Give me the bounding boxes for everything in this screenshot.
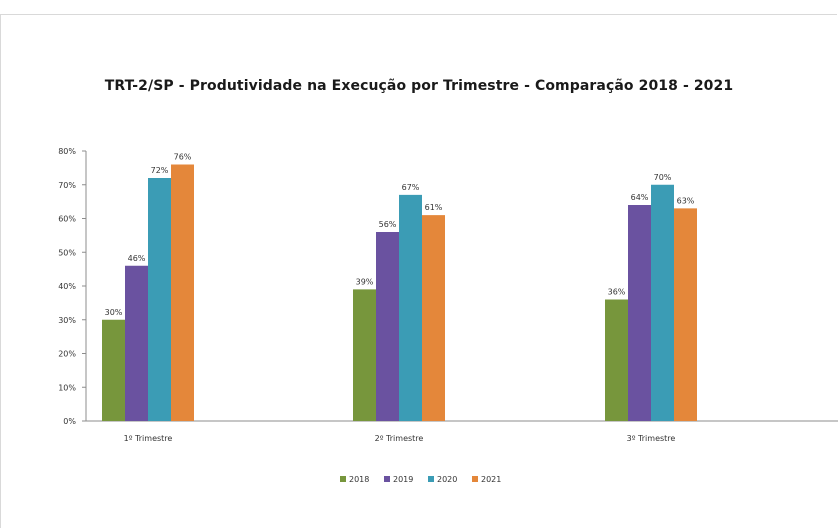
data-label: 67%: [402, 183, 420, 192]
y-tick-label: 70%: [58, 181, 76, 190]
legend: 2018 2019 2020 2021: [340, 475, 501, 484]
bar-2018-3: [605, 299, 628, 421]
y-tick-label: 20%: [58, 350, 76, 359]
axes: 0% 10% 20% 30% 40% 50% 60% 70% 80% 1º Trimestre 2º…: [58, 147, 838, 443]
bar-2020-1: [148, 178, 171, 421]
bar-2019-1: [125, 265, 148, 421]
chart-title: TRT-2/SP - Produtividade na Execução por…: [104, 78, 734, 94]
chart-frame: [0, 14, 837, 528]
data-label: 64%: [631, 193, 649, 202]
legend-swatch-2019: [384, 476, 390, 482]
data-label: 30%: [105, 308, 123, 317]
bars: [102, 164, 697, 421]
bar-2020-3: [651, 184, 674, 421]
data-label: 76%: [174, 153, 192, 162]
data-label: 36%: [608, 288, 626, 297]
data-label: 61%: [425, 203, 443, 212]
bar-2019-2: [376, 232, 399, 421]
bar-2020-2: [399, 194, 422, 421]
y-tick-label: 10%: [58, 383, 76, 392]
legend-swatch-2021: [472, 476, 478, 482]
bar-2018-1: [102, 319, 125, 421]
legend-label-2021: 2021: [481, 475, 501, 484]
legend-label-2018: 2018: [349, 475, 369, 484]
legend-label-2020: 2020: [437, 475, 457, 484]
bar-2018-2: [353, 289, 376, 421]
data-label: 39%: [356, 277, 374, 286]
y-tick-label: 0%: [63, 417, 76, 426]
legend-label-2019: 2019: [393, 475, 413, 484]
bar-2019-3: [628, 205, 651, 421]
bar-2021-2: [422, 215, 445, 421]
y-tick-label: 40%: [58, 282, 76, 291]
data-label: 70%: [654, 173, 672, 182]
data-label: 46%: [128, 254, 146, 263]
bar-2021-3: [674, 208, 697, 421]
data-labels: 30% 46% 72% 76% 39% 56% 67% 61% 36% 64% 70% 63%: [105, 153, 695, 317]
data-label: 72%: [151, 166, 169, 175]
y-tick-label: 30%: [58, 316, 76, 325]
data-label: 56%: [379, 220, 397, 229]
y-tick-label: 80%: [58, 147, 76, 156]
legend-swatch-2020: [428, 476, 434, 482]
legend-swatch-2018: [340, 476, 346, 482]
y-tick-label: 60%: [58, 215, 76, 224]
x-category-label: 2º Trimestre: [375, 434, 424, 443]
bar-2021-1: [171, 164, 194, 421]
x-category-label: 3º Trimestre: [627, 434, 676, 443]
data-label: 63%: [677, 196, 695, 205]
x-category-label: 1º Trimestre: [124, 434, 173, 443]
y-tick-label: 50%: [58, 248, 76, 257]
